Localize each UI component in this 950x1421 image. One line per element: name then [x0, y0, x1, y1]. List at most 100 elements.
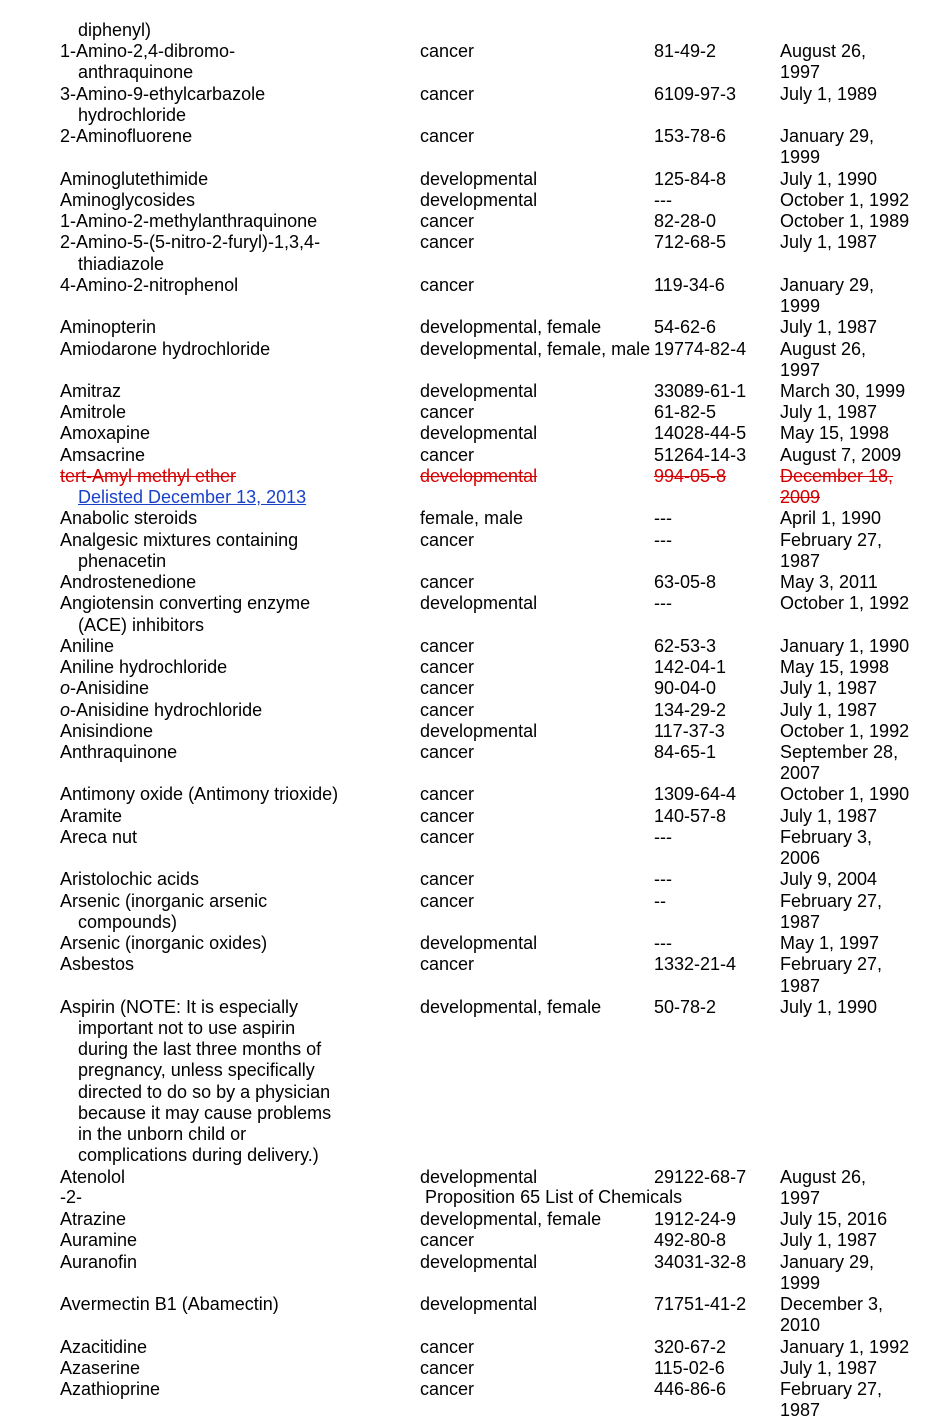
listing-date: January 29, 1999: [780, 126, 910, 168]
chemical-name: 2-Amino-5-(5-nitro-2-furyl)-1,3,4-thiadi…: [60, 232, 420, 274]
listing-date: May 1, 1997: [780, 933, 910, 954]
cas-number: 1332-21-4: [654, 954, 780, 996]
listing-date: [780, 20, 910, 41]
cas-number: 125-84-8: [654, 169, 780, 190]
toxicity-type: developmental, female: [420, 317, 654, 338]
table-row: Aspirin (NOTE: It is especiallyimportant…: [60, 997, 910, 1167]
table-row: Antimony oxide (Antimony trioxide)cancer…: [60, 784, 910, 805]
cas-number: 1912-24-9: [654, 1209, 780, 1230]
table-row: Aristolochic acidscancer---July 9, 2004: [60, 869, 910, 890]
table-row: Azathioprinecancer446-86-6February 27, 1…: [60, 1379, 910, 1421]
toxicity-type: developmental: [420, 466, 654, 508]
listing-date: January 1, 1992: [780, 1337, 910, 1358]
cas-number: ---: [654, 933, 780, 954]
table-row: Aminoglutethimidedevelopmental125-84-8Ju…: [60, 169, 910, 190]
footer-title: Proposition 65 List of Chemicals: [425, 1187, 682, 1208]
table-row: Anabolic steroidsfemale, male---April 1,…: [60, 508, 910, 529]
chemical-name: Antimony oxide (Antimony trioxide): [60, 784, 420, 805]
cas-number: 84-65-1: [654, 742, 780, 784]
cas-number: [654, 20, 780, 41]
chemical-name: tert-Amyl methyl etherDelisted December …: [60, 466, 420, 508]
table-row: Amiodarone hydrochloridedevelopmental, f…: [60, 339, 910, 381]
listing-date: August 26, 1997: [780, 339, 910, 381]
table-row: Azaserinecancer115-02-6July 1, 1987: [60, 1358, 910, 1379]
cas-number: 142-04-1: [654, 657, 780, 678]
table-row: o-Anisidine hydrochloridecancer134-29-2J…: [60, 700, 910, 721]
cas-number: ---: [654, 508, 780, 529]
toxicity-type: developmental: [420, 1294, 654, 1336]
chemical-name: 2-Aminofluorene: [60, 126, 420, 168]
cas-number: ---: [654, 530, 780, 572]
table-row: 2-Amino-5-(5-nitro-2-furyl)-1,3,4-thiadi…: [60, 232, 910, 274]
listing-date: May 3, 2011: [780, 572, 910, 593]
chemical-name: o-Anisidine hydrochloride: [60, 700, 420, 721]
cas-number: 446-86-6: [654, 1379, 780, 1421]
listing-date: January 29, 1999: [780, 1252, 910, 1294]
chemical-name: 1-Amino-2,4-dibromo-anthraquinone: [60, 41, 420, 83]
toxicity-type: cancer: [420, 211, 654, 232]
chemical-name: Anabolic steroids: [60, 508, 420, 529]
chemical-name: Aniline: [60, 636, 420, 657]
chemical-name: o-Anisidine: [60, 678, 420, 699]
chemical-name: Aminoglycosides: [60, 190, 420, 211]
cas-number: 712-68-5: [654, 232, 780, 274]
chemical-name: 3-Amino-9-ethylcarbazolehydrochloride: [60, 84, 420, 126]
listing-date: March 30, 1999: [780, 381, 910, 402]
toxicity-type: developmental: [420, 423, 654, 444]
toxicity-type: cancer: [420, 41, 654, 83]
chemical-name: Aminoglutethimide: [60, 169, 420, 190]
cas-number: 1309-64-4: [654, 784, 780, 805]
table-row: Amoxapinedevelopmental14028-44-5May 15, …: [60, 423, 910, 444]
table-row: tert-Amyl methyl etherDelisted December …: [60, 466, 910, 508]
toxicity-type: [420, 20, 654, 41]
toxicity-type: cancer: [420, 678, 654, 699]
cas-number: --: [654, 891, 780, 933]
listing-date: January 1, 1990: [780, 636, 910, 657]
toxicity-type: cancer: [420, 742, 654, 784]
listing-date: February 27, 1987: [780, 954, 910, 996]
listing-date: July 1, 1987: [780, 700, 910, 721]
listing-date: December 3, 2010: [780, 1294, 910, 1336]
table-row: 2-Aminofluorenecancer153-78-6January 29,…: [60, 126, 910, 168]
chemical-name: Arsenic (inorganic oxides): [60, 933, 420, 954]
cas-number: 54-62-6: [654, 317, 780, 338]
chemical-name: Azaserine: [60, 1358, 420, 1379]
toxicity-type: cancer: [420, 1337, 654, 1358]
chemical-name: Anthraquinone: [60, 742, 420, 784]
table-row: Androstenedionecancer63-05-8May 3, 2011: [60, 572, 910, 593]
toxicity-type: developmental: [420, 933, 654, 954]
table-row: Aminopterindevelopmental, female54-62-6J…: [60, 317, 910, 338]
cas-number: 6109-97-3: [654, 84, 780, 126]
chemical-name: diphenyl): [60, 20, 420, 41]
cas-number: 119-34-6: [654, 275, 780, 317]
chemical-name: Auranofin: [60, 1252, 420, 1294]
chemical-name: Arsenic (inorganic arseniccompounds): [60, 891, 420, 933]
table-row: Azacitidinecancer320-67-2January 1, 1992: [60, 1337, 910, 1358]
chemical-name: Atrazine: [60, 1209, 420, 1230]
toxicity-type: cancer: [420, 232, 654, 274]
listing-date: May 15, 1998: [780, 657, 910, 678]
cas-number: 994-05-8: [654, 466, 780, 508]
table-row: Arsenic (inorganic arseniccompounds)canc…: [60, 891, 910, 933]
chemical-name: 4-Amino-2-nitrophenol: [60, 275, 420, 317]
listing-date: October 1, 1992: [780, 190, 910, 211]
listing-date: July 1, 1987: [780, 678, 910, 699]
toxicity-type: cancer: [420, 827, 654, 869]
listing-date: July 1, 1989: [780, 84, 910, 126]
listing-date: July 1, 1987: [780, 232, 910, 274]
toxicity-type: cancer: [420, 806, 654, 827]
listing-date: September 28, 2007: [780, 742, 910, 784]
cas-number: 81-49-2: [654, 41, 780, 83]
listing-date: October 1, 1992: [780, 721, 910, 742]
listing-date: July 9, 2004: [780, 869, 910, 890]
listing-date: July 1, 1987: [780, 402, 910, 423]
table-row: Aminoglycosidesdevelopmental---October 1…: [60, 190, 910, 211]
chemical-name: Amitrole: [60, 402, 420, 423]
cas-number: 62-53-3: [654, 636, 780, 657]
toxicity-type: cancer: [420, 869, 654, 890]
cas-number: 117-37-3: [654, 721, 780, 742]
listing-date: May 15, 1998: [780, 423, 910, 444]
listing-date: October 1, 1990: [780, 784, 910, 805]
cas-number: ---: [654, 827, 780, 869]
chemical-name: Anisindione: [60, 721, 420, 742]
